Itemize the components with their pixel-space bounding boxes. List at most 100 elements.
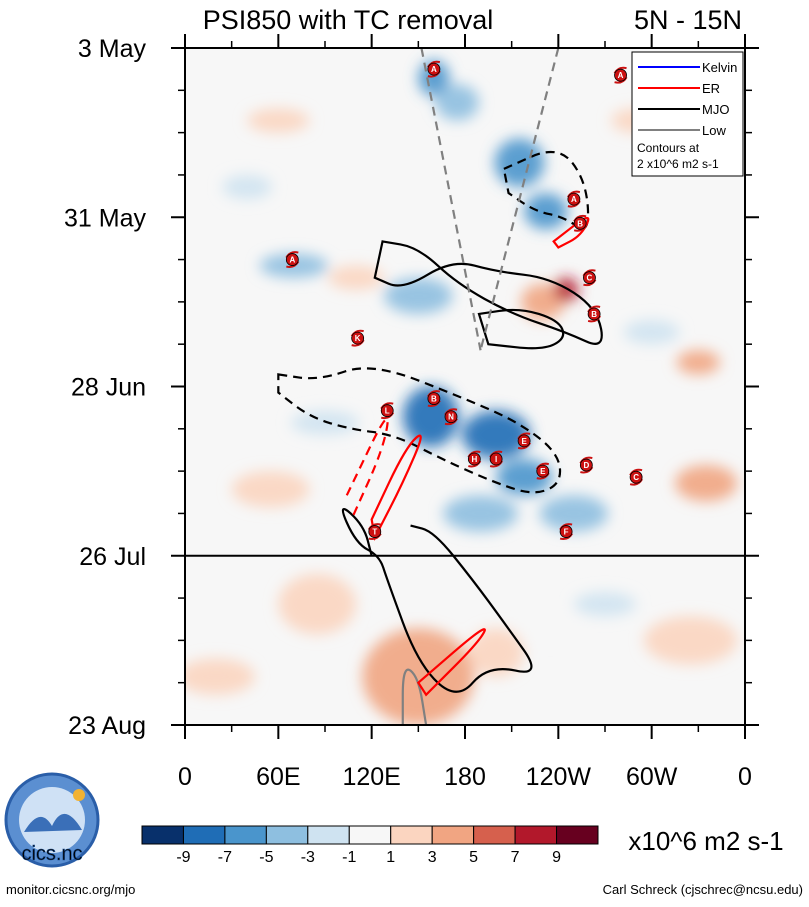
tc-marker-circle — [583, 271, 596, 285]
colorbar-cell — [182, 825, 226, 845]
colorbar-cell — [141, 825, 184, 845]
anomaly-blob — [623, 320, 680, 345]
tc-marker-letter: I — [495, 455, 497, 464]
tc-marker-letter: H — [471, 455, 477, 464]
colorbar: -9 -7 -5 -3 -1 1 3 5 7 9 x10^6 m2 s-1 — [141, 825, 784, 866]
chart-latitude-band: 5N - 15N — [634, 5, 742, 35]
tc-marker-circle — [517, 434, 531, 448]
tc-marker-letter: E — [540, 467, 546, 476]
tc-marker-letter: D — [583, 461, 589, 470]
legend: Kelvin ER MJO Low Contours at 2 x10^6 m2 s-… — [631, 51, 744, 177]
colorbar-label: 1 — [386, 849, 395, 866]
footer-right-credit: Carl Schreck (cjschrec@ncsu.edu) — [603, 882, 803, 897]
contour-lines — [277, 48, 603, 725]
legend-label-kelvin: Kelvin — [702, 60, 737, 75]
y-tick-label: 3 May — [78, 35, 147, 63]
tc-marker-circle — [351, 331, 365, 345]
tc-marker-circle — [629, 470, 643, 484]
logo-text: cics.nc — [21, 843, 82, 865]
anomaly-blob — [362, 628, 475, 725]
anomaly-blob — [231, 471, 310, 508]
contour-mjo-positive-2 — [477, 308, 565, 350]
tc-marker-E: E — [535, 462, 550, 480]
tc-marker-letter: C — [633, 473, 639, 482]
contour-mjo-negative-2 — [277, 367, 562, 494]
contour-mjo-negative-1 — [502, 150, 590, 230]
tc-marker-letter: A — [431, 65, 437, 74]
tc-marker-letter: F — [564, 528, 569, 537]
tc-marker-T: T — [367, 523, 382, 541]
colorbar-label: 5 — [469, 849, 478, 866]
logo-inner-circle — [19, 787, 85, 853]
axes: 3 May 31 May 28 Jun 26 Jul 23 Aug 0 60E 120E 180… — [64, 34, 759, 791]
tc-marker-circle — [579, 458, 593, 472]
tc-marker-A: A — [613, 66, 628, 84]
tc-marker-circle — [380, 404, 394, 418]
cicsnc-logo: cics.nc — [4, 772, 100, 868]
tc-marker-circle — [427, 392, 441, 405]
logo-sun-icon — [73, 789, 85, 801]
anomaly-blob — [247, 108, 310, 133]
anomaly-blob — [278, 573, 357, 635]
tc-marker-A: A — [567, 190, 581, 208]
anomaly-blob — [675, 465, 738, 502]
chart-title: PSI850 with TC removal — [203, 5, 494, 35]
colorbar-label: 7 — [511, 849, 520, 866]
anomaly-blob — [185, 658, 255, 695]
legend-note-line2: 2 x10^6 m2 s-1 — [637, 157, 719, 171]
colorbar-label: -9 — [176, 849, 190, 866]
legend-note-line1: Contours at — [637, 141, 700, 155]
anomaly-blob — [468, 628, 525, 677]
colorbar-cell — [348, 825, 392, 845]
anomaly-blob — [402, 386, 459, 447]
anomaly-blob — [222, 174, 273, 200]
contour-low-line-2 — [479, 48, 560, 351]
colorbar-cell — [556, 825, 599, 845]
x-tick-label: 120E — [342, 763, 400, 791]
anomaly-blob — [384, 277, 453, 314]
x-tick-label: 0 — [738, 763, 752, 791]
tc-marker-circle — [614, 68, 627, 82]
colorbar-units: x10^6 m2 s-1 — [628, 826, 783, 856]
colorbar-cell — [431, 825, 475, 845]
tc-marker-C: C — [582, 269, 597, 287]
tc-marker-B: B — [427, 390, 441, 408]
anomaly-blob — [521, 283, 565, 321]
legend-label-mjo: MJO — [702, 102, 729, 117]
legend-label-low: Low — [702, 123, 726, 138]
tc-marker-letter: C — [587, 274, 593, 283]
tc-marker-letter: A — [571, 195, 577, 204]
colorbar-label: -7 — [218, 849, 232, 866]
colorbar-label: -3 — [301, 849, 315, 866]
contour-er-3 — [416, 628, 486, 697]
tc-marker-I: I — [489, 450, 503, 468]
tc-marker-circle — [587, 307, 601, 321]
colorbar-cell — [224, 825, 267, 845]
tc-marker-circle — [573, 216, 587, 230]
anomaly-blob — [290, 410, 360, 435]
colorbar-label: -1 — [342, 849, 356, 866]
tc-marker-letter: L — [385, 407, 390, 416]
colorbar-label: 3 — [428, 849, 437, 866]
footer-left-credit: monitor.cicsnc.org/mjo — [6, 882, 135, 897]
contour-er-1 — [370, 434, 422, 542]
tc-marker-letter: T — [372, 528, 377, 537]
tc-marker-C: C — [629, 468, 643, 486]
tc-marker-circle — [444, 410, 458, 424]
tc-marker-circle — [427, 62, 441, 76]
y-tick-label: 23 Aug — [68, 712, 146, 740]
tc-marker-D: D — [579, 456, 594, 474]
tc-marker-letter: B — [431, 395, 437, 404]
x-tick-label: 0 — [178, 763, 192, 791]
anomaly-blob — [573, 592, 637, 617]
contour-mjo-positive-3 — [341, 507, 533, 693]
anomaly-blob — [643, 616, 738, 665]
tc-marker-L: L — [380, 402, 395, 420]
anomaly-blob — [539, 495, 609, 532]
tc-marker-circle — [559, 525, 573, 538]
colorbar-cell — [307, 825, 350, 845]
x-tick-label: 120W — [526, 763, 592, 791]
colorbar-cell — [514, 825, 558, 845]
tc-marker-letter: K — [355, 334, 361, 343]
tc-marker-letter: A — [618, 71, 624, 80]
